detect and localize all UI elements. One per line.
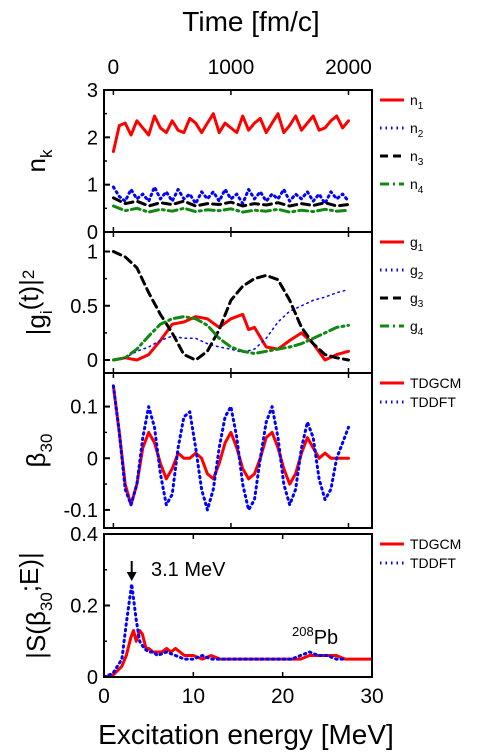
legend-label: g3 [410,290,424,310]
bottom-axis-title: Excitation energy [MeV] [98,719,394,750]
legend: n1 n2 n3 n4 [380,92,424,196]
legend-label: n3 [410,148,424,168]
series-line-g3 [111,250,350,362]
panels: 0123nkn1n2n3n400.51|gi(t)|2g1g2g3g4-0.10… [14,80,461,689]
legend: TDGCM TDDFT [380,536,461,571]
series-line-g1 [111,312,350,362]
series-line-n2 [111,185,350,206]
legend-label: TDDFT [410,394,456,410]
y-tick-label: 0.1 [70,397,98,419]
panel-ylabel: |S(β30;E)| [14,552,56,659]
y-tick-label: 2 [87,127,98,149]
legend: TDGCM TDDFT [380,375,461,410]
panel-nk: 0 1 2 3 nk n1 n2 n3 n4 [21,80,424,244]
peak-label: 3.1 MeV [151,559,226,581]
series-line-n3 [111,196,350,208]
panel-ylabel: nk [21,149,56,172]
y-tick-label: -0.1 [64,500,98,522]
bottom-tick-label: 20 [271,685,294,708]
panel-ylabel: β30 [21,434,56,468]
legend-label: TDGCM [410,536,461,552]
series-line-tdgcm [111,384,350,507]
y-tick-label: 1 [87,242,98,264]
legend-label: TDDFT [410,555,456,571]
legend-label: n4 [410,176,424,196]
legend-label: g1 [410,234,424,254]
series-group [111,250,350,362]
legend-label: TDGCM [410,375,461,391]
legend-label: n2 [410,120,424,140]
y-tick-label: 0.5 [70,296,98,318]
legend-label: g2 [410,262,424,282]
top-tick-label: 1000 [208,56,255,79]
series-line-g4 [111,315,350,362]
legend: g1 g2 g3 g4 [380,234,424,338]
y-tick-label: 0 [87,350,98,372]
y-tick-label: 1 [87,175,98,197]
panel-frame [103,372,373,529]
series-group [111,112,350,214]
y-tick-label: 0 [87,667,98,689]
series-line-tddft [111,384,350,512]
top-tick-label: 0 [108,56,120,79]
bottom-tick-label: 30 [360,685,383,708]
nucleus-label: 208Pb [292,624,338,649]
y-tick-label: 0 [87,448,98,470]
y-tick-label: 0.4 [70,524,98,546]
y-tick-label: 3 [87,80,98,102]
bottom-axis-ticks: 0 10 20 30 [98,685,384,708]
series-line-n1 [111,112,350,153]
panel-gi: 0 0.5 1 |gi(t)|2 g1 g2 g3 g4 [14,231,424,374]
bottom-tick-label: 0 [98,685,110,708]
top-tick-label: 2000 [325,56,372,79]
top-axis-ticks: 0 1000 2000 [108,56,372,79]
series-line-n4 [111,204,350,214]
series-group [104,582,372,677]
bottom-tick-label: 10 [182,685,205,708]
y-tick-label: 0.2 [70,596,98,618]
panel-beta: -0.1 0 0.1 β30 TDGCM TDDFT [21,372,461,529]
series-line-tddft [104,582,347,677]
series-group [111,384,350,512]
top-axis-title: Time [fm/c] [182,6,319,37]
peak-arrow-head [126,572,137,581]
y-tick-label: 0 [87,222,98,244]
panel-strength: 0 0.2 0.4 |S(β30;E)| TDGCM TDDFT 3.1 MeV 208Pb [14,524,461,689]
panel-ylabel: |gi(t)|2 [14,270,56,336]
legend-label: n1 [410,92,424,112]
legend-label: g4 [410,318,424,338]
